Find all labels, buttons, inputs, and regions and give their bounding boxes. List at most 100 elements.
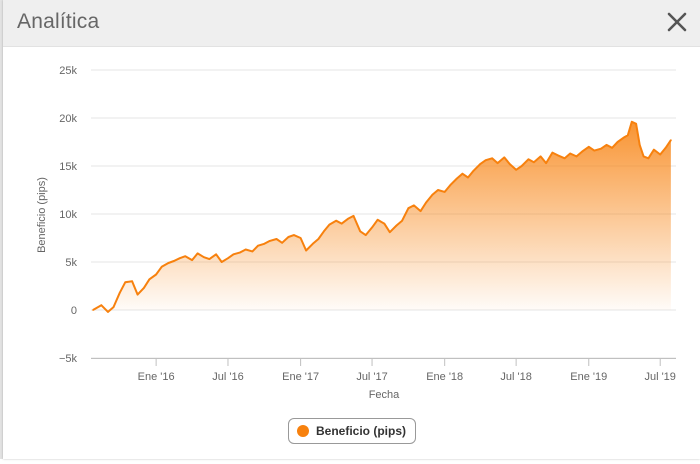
legend-label: Beneficio (pips): [316, 424, 407, 438]
x-tick-label: Jul '19: [644, 371, 675, 383]
data-point: [376, 219, 379, 221]
data-point: [112, 306, 115, 308]
data-point: [251, 250, 254, 253]
data-point: [659, 153, 661, 156]
data-point: [395, 224, 398, 227]
close-icon: [667, 12, 687, 32]
data-point: [136, 293, 139, 296]
data-point: [383, 222, 386, 225]
data-point: [275, 238, 278, 240]
y-tick-label: 0: [71, 305, 77, 317]
data-point: [557, 154, 559, 157]
data-point: [484, 159, 487, 161]
data-point: [100, 304, 103, 306]
data-point: [191, 259, 193, 261]
data-point: [425, 201, 427, 204]
data-point: [515, 169, 517, 171]
data-point: [664, 147, 667, 149]
x-tick-label: Ene '16: [138, 371, 175, 383]
data-point: [239, 251, 241, 254]
data-point: [456, 177, 458, 180]
data-point: [148, 278, 151, 281]
data-point: [443, 191, 446, 193]
data-point: [491, 157, 493, 160]
data-point: [160, 266, 163, 268]
data-point: [119, 291, 121, 294]
data-point: [328, 223, 331, 226]
profit-area-chart: −5k 0 5k 10k 15k 20k 25k Ene '16 Jul '16 Ene '17 J…: [36, 65, 676, 401]
data-point: [281, 242, 283, 244]
data-point: [431, 194, 434, 196]
data-point: [179, 257, 181, 259]
legend-item-beneficio[interactable]: Beneficio (pips): [288, 418, 416, 444]
data-point: [503, 156, 506, 159]
data-point: [605, 144, 608, 146]
data-point: [92, 309, 94, 311]
data-point: [413, 204, 415, 207]
y-tick-label: 5k: [65, 257, 77, 269]
data-point: [359, 230, 362, 233]
data-point: [647, 157, 650, 160]
data-point: [600, 147, 602, 150]
data-point: [593, 149, 596, 152]
data-point: [107, 311, 109, 313]
data-point: [539, 155, 542, 158]
data-point: [347, 218, 349, 220]
x-tick-label: Jul '18: [500, 371, 531, 383]
y-axis-title: Beneficio (pips): [36, 177, 48, 253]
data-point: [208, 258, 211, 260]
x-axis-title: Fecha: [369, 389, 400, 401]
data-point: [227, 257, 229, 259]
data-point: [389, 231, 391, 233]
data-point: [472, 170, 475, 172]
data-point: [269, 240, 271, 242]
data-point: [551, 151, 554, 154]
data-point: [220, 261, 223, 263]
data-point: [467, 176, 469, 179]
data-point: [323, 230, 325, 233]
data-point: [173, 260, 175, 262]
data-point: [155, 273, 157, 276]
x-tick-label: Jul '17: [356, 371, 387, 383]
modal-header: Analítica: [3, 0, 700, 47]
y-tick-label: 25k: [59, 65, 77, 77]
chart-container: −5k 0 5k 10k 15k 20k 25k Ene '16 Jul '16 Ene '17 J…: [14, 60, 682, 459]
data-point: [371, 226, 373, 229]
data-point: [352, 215, 355, 217]
x-tick-label: Ene '18: [426, 371, 463, 383]
data-point: [653, 148, 655, 151]
data-point: [635, 123, 637, 125]
modal-title: Analítica: [17, 10, 100, 33]
data-point: [563, 157, 566, 160]
x-tick-label: Ene '17: [282, 371, 319, 383]
data-point: [167, 262, 170, 264]
data-point: [184, 255, 187, 257]
data-point: [631, 121, 633, 123]
data-point: [196, 252, 199, 255]
data-point: [623, 136, 626, 138]
data-point: [527, 158, 530, 161]
data-point: [642, 155, 645, 158]
data-point: [232, 253, 235, 256]
data-point: [520, 165, 523, 167]
data-point: [407, 207, 410, 209]
data-point: [364, 234, 367, 236]
data-point: [670, 139, 672, 141]
data-point: [461, 172, 464, 175]
data-point: [143, 287, 145, 289]
data-point: [317, 238, 320, 240]
data-point: [305, 249, 307, 252]
data-point: [581, 150, 583, 153]
close-button[interactable]: [664, 9, 690, 35]
data-point: [627, 134, 629, 137]
data-point: [124, 281, 127, 283]
data-point: [401, 219, 403, 222]
series-area-fill: [93, 121, 671, 312]
data-point: [312, 243, 314, 245]
data-point: [437, 189, 439, 191]
data-point: [569, 152, 571, 155]
data-point: [449, 184, 452, 186]
data-point: [335, 219, 337, 222]
data-point: [496, 162, 499, 164]
y-tick-label: 10k: [59, 209, 77, 221]
